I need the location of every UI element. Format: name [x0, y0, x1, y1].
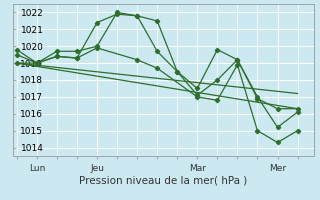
X-axis label: Pression niveau de la mer( hPa ): Pression niveau de la mer( hPa ): [79, 175, 247, 185]
